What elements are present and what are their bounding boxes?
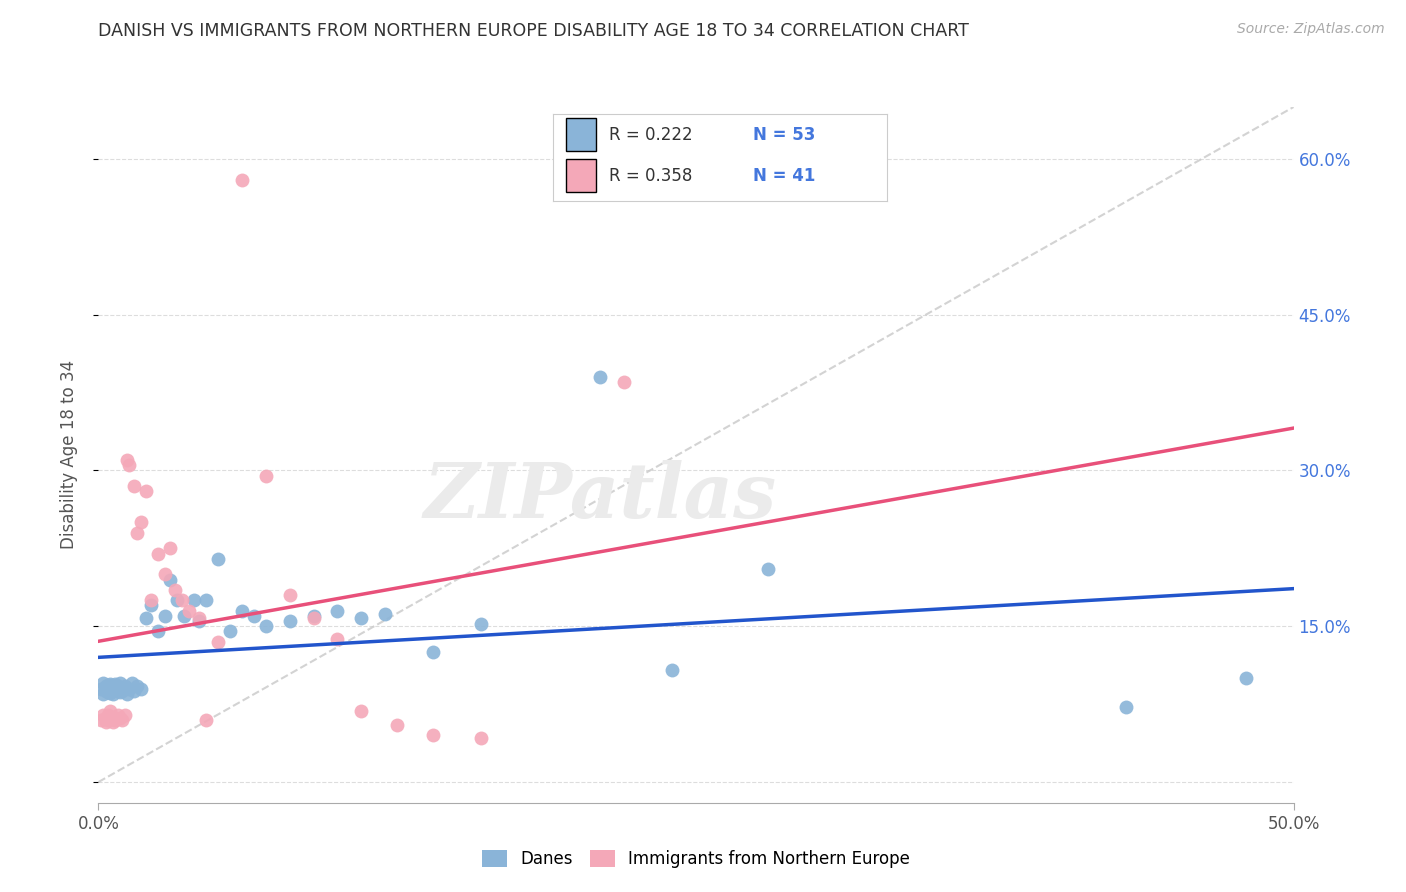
Point xyxy=(98,711,122,725)
Point xyxy=(1115,700,1137,714)
Point xyxy=(231,172,253,186)
Point xyxy=(97,678,120,692)
Point xyxy=(135,611,157,625)
Point xyxy=(94,683,117,698)
Point xyxy=(104,677,127,691)
Point xyxy=(148,624,170,639)
Point xyxy=(155,608,177,623)
Point xyxy=(350,705,373,719)
Point xyxy=(94,711,117,725)
Point xyxy=(187,611,209,625)
Point xyxy=(470,731,492,746)
Legend: Danes, Immigrants from Northern Europe: Danes, Immigrants from Northern Europe xyxy=(475,843,917,874)
Point xyxy=(422,645,444,659)
Point xyxy=(148,547,170,561)
Point xyxy=(163,582,186,597)
Point xyxy=(613,376,636,390)
Point xyxy=(187,614,209,628)
Point xyxy=(107,680,129,694)
Point xyxy=(326,632,349,646)
Point xyxy=(172,593,194,607)
Y-axis label: Disability Age 18 to 34: Disability Age 18 to 34 xyxy=(59,360,77,549)
Point xyxy=(97,713,120,727)
Point xyxy=(111,683,134,698)
Point xyxy=(254,619,277,633)
Point xyxy=(139,599,162,613)
Point xyxy=(97,707,120,722)
Point xyxy=(91,707,114,722)
Point xyxy=(139,593,162,607)
Point xyxy=(231,604,253,618)
Point xyxy=(207,635,229,649)
Point xyxy=(374,607,396,621)
Point xyxy=(422,728,444,742)
Point xyxy=(124,479,146,493)
Point xyxy=(243,608,266,623)
Point xyxy=(101,681,124,695)
Point xyxy=(385,718,409,732)
Point xyxy=(166,593,188,607)
Point xyxy=(159,573,181,587)
Point xyxy=(94,714,117,729)
Point xyxy=(90,713,112,727)
Point xyxy=(207,551,229,566)
Point xyxy=(131,681,153,696)
Text: ZIPatlas: ZIPatlas xyxy=(423,459,778,533)
Point xyxy=(98,677,122,691)
Point xyxy=(90,681,112,696)
Point xyxy=(108,676,131,690)
Point xyxy=(108,711,131,725)
Point xyxy=(350,611,373,625)
Point xyxy=(194,593,218,607)
Point xyxy=(104,713,127,727)
Point xyxy=(91,687,114,701)
Point xyxy=(155,567,177,582)
Point xyxy=(111,713,134,727)
Point xyxy=(115,687,138,701)
Point xyxy=(1234,671,1257,685)
Point xyxy=(118,681,141,696)
Point xyxy=(173,608,195,623)
Point xyxy=(278,614,301,628)
Point xyxy=(254,468,277,483)
Point xyxy=(98,705,122,719)
Point xyxy=(98,686,122,700)
Point xyxy=(756,562,779,576)
Point xyxy=(107,683,129,698)
Point xyxy=(326,604,349,618)
Point xyxy=(111,681,134,696)
Point xyxy=(101,687,124,701)
Point xyxy=(91,676,114,690)
Text: DANISH VS IMMIGRANTS FROM NORTHERN EUROPE DISABILITY AGE 18 TO 34 CORRELATION CH: DANISH VS IMMIGRANTS FROM NORTHERN EUROP… xyxy=(98,22,969,40)
Point xyxy=(278,588,301,602)
Point xyxy=(104,682,127,697)
Point xyxy=(183,593,205,607)
Point xyxy=(159,541,181,556)
Point xyxy=(125,525,148,540)
Point xyxy=(179,604,201,618)
Point xyxy=(107,707,129,722)
Point xyxy=(124,683,146,698)
Point xyxy=(101,714,124,729)
Point xyxy=(114,707,136,722)
Point xyxy=(589,370,612,384)
Point xyxy=(118,458,141,473)
Point xyxy=(131,516,153,530)
Point xyxy=(97,684,120,698)
Point xyxy=(135,484,157,499)
Point xyxy=(125,680,148,694)
Point xyxy=(101,709,124,723)
Point xyxy=(108,684,131,698)
Point xyxy=(121,676,143,690)
Point xyxy=(302,608,325,623)
Point xyxy=(470,617,492,632)
Point xyxy=(302,611,325,625)
Point xyxy=(94,680,117,694)
Point xyxy=(194,713,218,727)
Point xyxy=(114,680,136,694)
Point xyxy=(115,453,138,467)
Text: Source: ZipAtlas.com: Source: ZipAtlas.com xyxy=(1237,22,1385,37)
Point xyxy=(219,624,242,639)
Point xyxy=(661,663,683,677)
